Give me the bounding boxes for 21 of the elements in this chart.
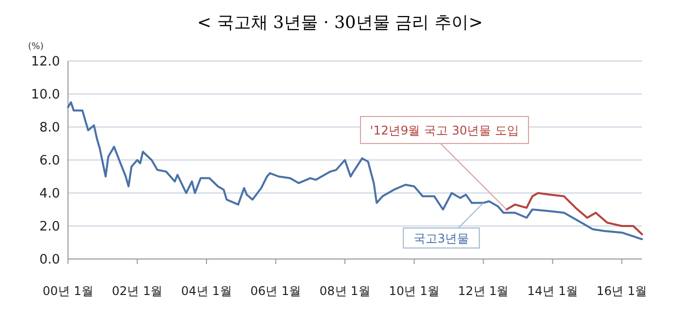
x-tick-label: 08년 1월 — [320, 284, 370, 298]
x-tick-label: 04년 1월 — [181, 284, 232, 298]
y-tick-label: 2.0 — [39, 220, 60, 234]
x-tick-label: 16년 1월 — [596, 284, 648, 298]
text: 국고3년물 — [414, 232, 470, 246]
y-tick-label: 12.0 — [31, 54, 60, 70]
annotation: '12년9월 국고 30년물 도입 — [370, 124, 519, 138]
y-tick-label: 0.0 — [39, 252, 60, 268]
y-tick-label: 10.0 — [31, 88, 60, 102]
line-series — [505, 192, 643, 236]
y-tick-label: 4.0 — [39, 186, 60, 202]
x-tick-label: 02년 1월 — [112, 284, 163, 298]
x-tick-label: 00년 1월 — [42, 284, 94, 298]
x-tick-label: 10년 1월 — [388, 284, 440, 298]
y-tick-label: 8.0 — [39, 120, 60, 136]
chart-title: < 국고채 3년물 · 30년물 금리 추이> — [197, 13, 483, 33]
x-tick-label: 12년 1월 — [458, 284, 509, 298]
y-tick-label: 6.0 — [39, 154, 60, 168]
x-tick-label: 14년 1월 — [527, 284, 578, 298]
y-axis-title: (%) — [28, 42, 44, 52]
x-tick-label: 06년 1월 — [250, 284, 302, 298]
